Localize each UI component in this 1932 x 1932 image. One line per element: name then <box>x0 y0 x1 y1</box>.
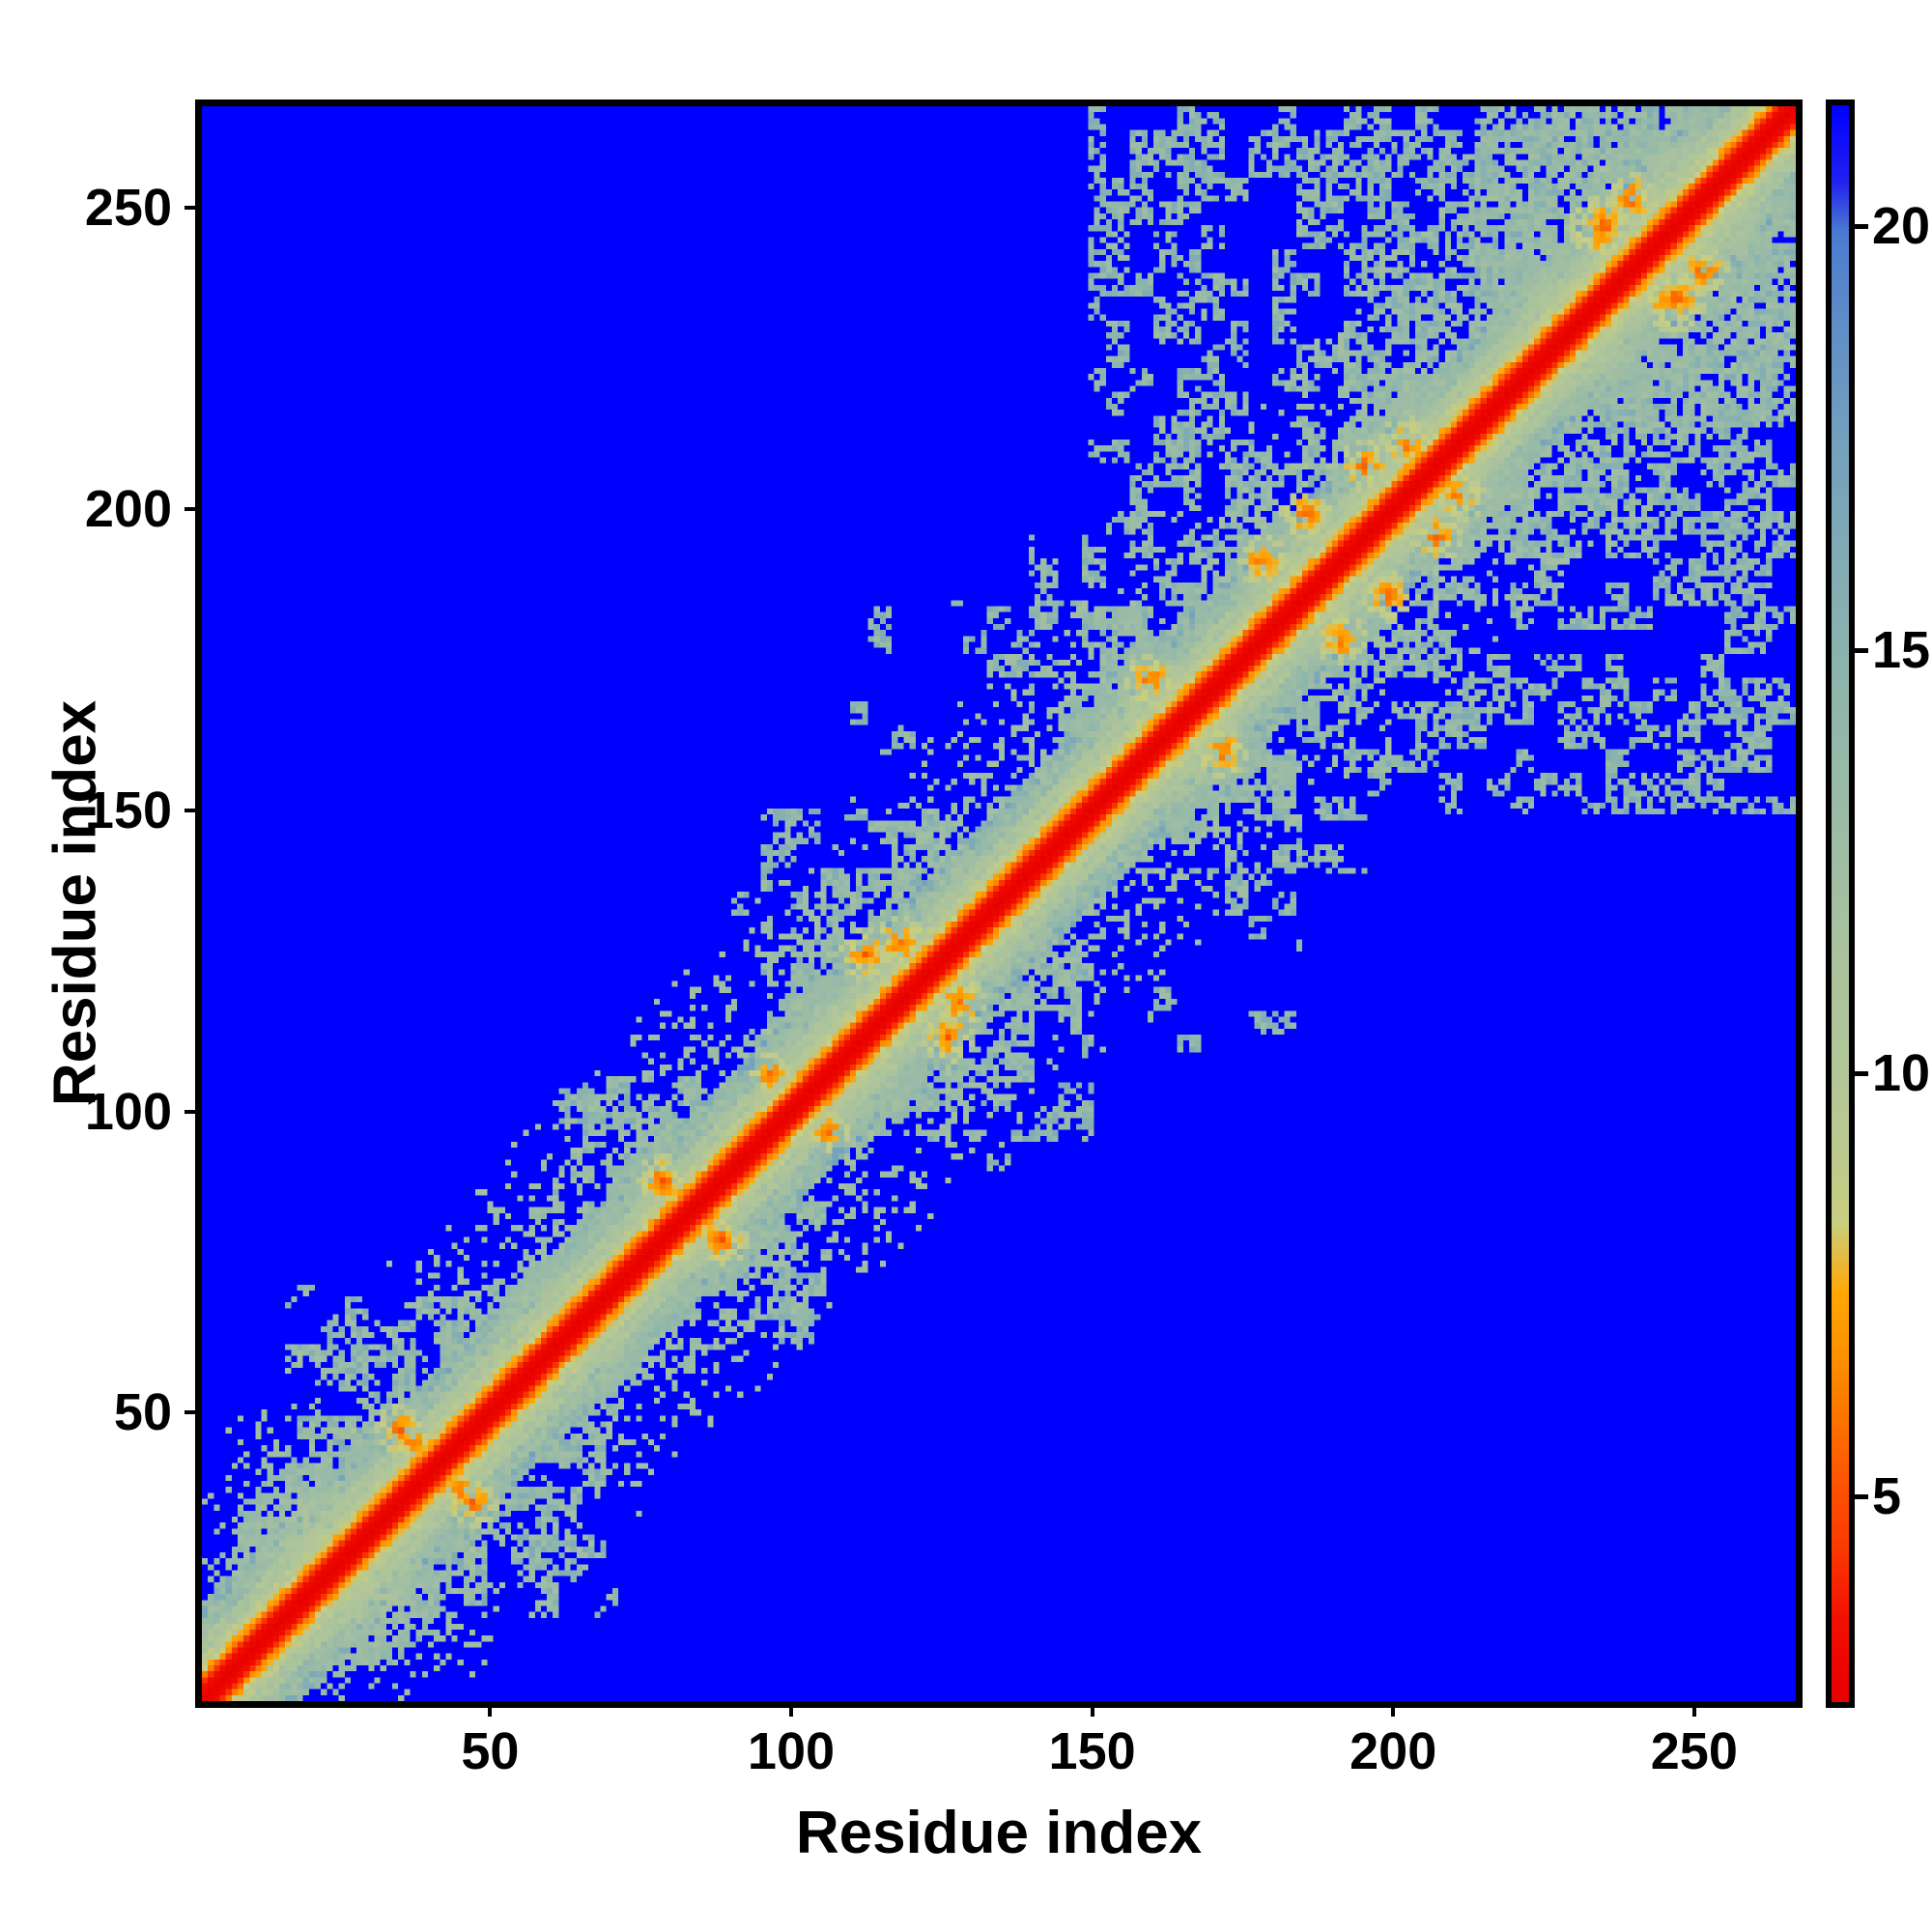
colorbar-tick-label-15: 15 <box>1872 620 1931 679</box>
y-tick-label-100: 100 <box>84 1082 172 1141</box>
x-tick-100 <box>788 1701 793 1717</box>
heatmap-plot-area <box>195 99 1803 1708</box>
y-tick-50 <box>185 1410 200 1415</box>
x-tick-label-150: 150 <box>1048 1722 1136 1780</box>
colorbar-tick-label-5: 5 <box>1872 1466 1902 1525</box>
x-tick-label-50: 50 <box>461 1722 520 1780</box>
y-tick-100 <box>185 1109 200 1114</box>
colorbar-tick-20 <box>1855 224 1868 230</box>
y-tick-label-50: 50 <box>113 1383 172 1442</box>
y-tick-label-150: 150 <box>84 781 172 839</box>
x-tick-label-100: 100 <box>747 1722 836 1780</box>
y-tick-150 <box>185 808 200 812</box>
heatmap-canvas <box>202 106 1796 1701</box>
colorbar <box>1826 99 1855 1708</box>
colorbar-tick-10 <box>1855 1070 1868 1076</box>
x-tick-200 <box>1391 1701 1396 1717</box>
colorbar-tick-5 <box>1855 1493 1868 1499</box>
x-axis-label: Residue index <box>795 1800 1203 1866</box>
colorbar-tick-label-10: 10 <box>1872 1043 1931 1102</box>
colorbar-tick-label-20: 20 <box>1872 197 1931 256</box>
y-axis-label: Residue index <box>42 699 109 1107</box>
x-tick-150 <box>1090 1701 1094 1717</box>
x-tick-250 <box>1691 1701 1696 1717</box>
colorbar-tick-15 <box>1855 647 1868 653</box>
colorbar-gradient <box>1832 105 1849 1702</box>
y-tick-250 <box>185 206 200 211</box>
y-tick-label-200: 200 <box>84 480 172 539</box>
y-tick-label-250: 250 <box>84 179 172 238</box>
x-tick-50 <box>488 1701 493 1717</box>
y-tick-200 <box>185 507 200 512</box>
x-tick-label-200: 200 <box>1350 1722 1437 1780</box>
x-tick-label-250: 250 <box>1650 1722 1738 1780</box>
